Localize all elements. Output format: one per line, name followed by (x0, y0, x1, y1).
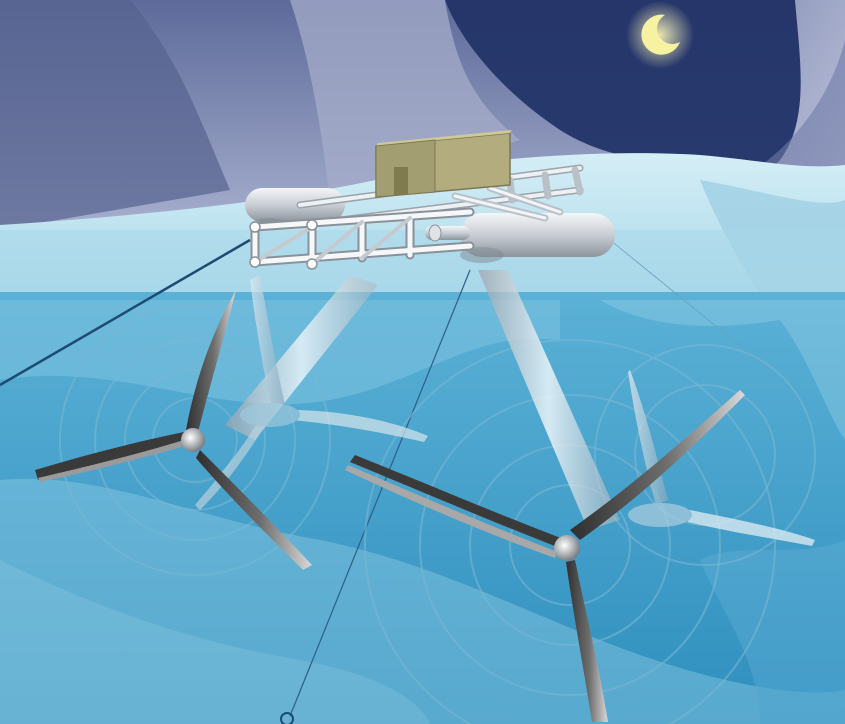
anchor-icon (280, 712, 294, 724)
mountain-right-ridge (740, 40, 845, 192)
turbine-left (35, 290, 312, 570)
control-cabin (375, 130, 512, 198)
pontoons (245, 188, 615, 263)
turbine-icon (35, 290, 312, 570)
support-struts (225, 270, 620, 530)
moon-icon (626, 1, 694, 69)
underwater-currents (0, 300, 845, 724)
mountain-left-ridge (0, 0, 230, 230)
turbine-right (345, 390, 745, 722)
water-surface (0, 230, 845, 295)
turbine-left-back-blades (195, 275, 428, 510)
mooring-lines (0, 238, 771, 717)
ripples-left (59, 304, 331, 576)
ripples-right (364, 339, 816, 724)
